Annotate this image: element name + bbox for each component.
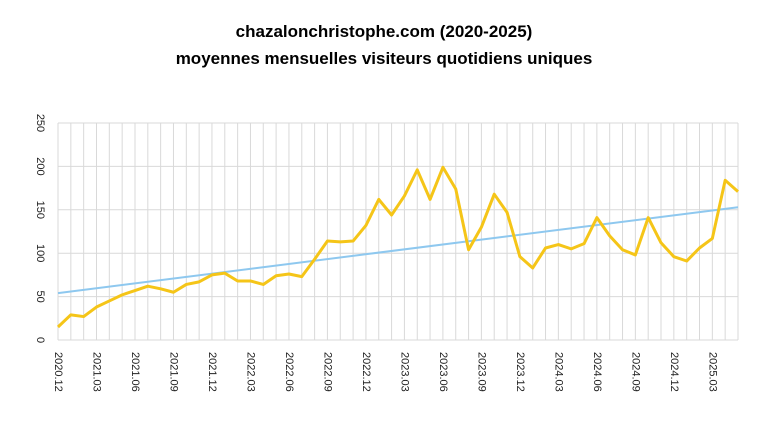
x-tick-label: 2024.03	[552, 352, 564, 392]
x-tick-label: 2022.03	[245, 352, 257, 392]
data-line	[56, 165, 739, 329]
chart-title: chazalonchristophe.com (2020-2025)	[236, 22, 533, 41]
y-tick-label: 0	[34, 337, 46, 343]
y-tick-label: 100	[34, 244, 46, 262]
x-tick-label: 2022.12	[360, 352, 372, 392]
x-tick-label: 2021.03	[91, 352, 103, 392]
x-tick-label: 2024.06	[591, 352, 603, 392]
x-tick-label: 2020.12	[52, 352, 64, 392]
chart-subtitle: moyennes mensuelles visiteurs quotidiens…	[176, 49, 593, 68]
x-tick-label: 2025.03	[706, 352, 718, 392]
x-tick-label: 2021.09	[168, 352, 180, 392]
x-tick-label: 2024.12	[668, 352, 680, 392]
y-tick-label: 50	[34, 290, 46, 302]
x-tick-label: 2021.12	[206, 352, 218, 392]
x-tick-label: 2021.06	[129, 352, 141, 392]
x-tick-label: 2023.06	[437, 352, 449, 392]
x-tick-label: 2023.03	[399, 352, 411, 392]
x-tick-label: 2022.09	[322, 352, 334, 392]
x-tick-label: 2023.09	[475, 352, 487, 392]
y-tick-label: 150	[34, 201, 46, 219]
x-tick-label: 2022.06	[283, 352, 295, 392]
y-tick-label: 200	[34, 157, 46, 175]
x-tick-label: 2024.09	[629, 352, 641, 392]
y-tick-label: 250	[34, 114, 46, 132]
x-tick-label: 2023.12	[514, 352, 526, 392]
trend-line	[57, 206, 739, 295]
